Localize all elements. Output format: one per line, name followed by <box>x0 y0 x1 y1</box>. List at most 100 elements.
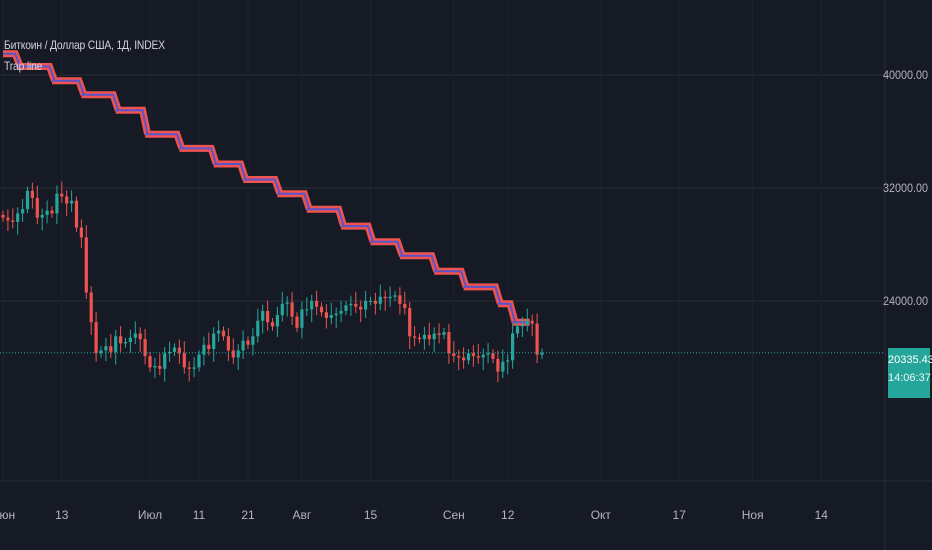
time-tick-label: Авг <box>293 508 312 522</box>
candle-body <box>251 336 255 345</box>
candle-body <box>6 217 10 221</box>
time-tick-label: 15 <box>364 508 378 522</box>
candle-body <box>540 352 544 355</box>
candle-body <box>241 340 245 351</box>
candle-body <box>231 350 235 358</box>
candle-body <box>84 237 88 293</box>
candle-body <box>462 357 466 361</box>
indicator-legend[interactable]: Trap line <box>4 59 43 73</box>
candle-body <box>1 214 5 218</box>
time-tick-label: 13 <box>55 508 69 522</box>
candle-body <box>398 295 402 304</box>
candle-body <box>378 296 382 304</box>
candle-body <box>50 210 54 214</box>
candle-body <box>226 336 230 351</box>
candle-body <box>202 344 206 355</box>
candle-body <box>109 346 113 352</box>
last-price-value: 20335.43 <box>888 354 932 366</box>
time-tick-label: Июн <box>0 508 15 522</box>
candle-body <box>168 351 172 354</box>
candle-body <box>393 295 397 297</box>
candle-body <box>94 322 98 354</box>
candle-body <box>261 310 265 321</box>
candle-body <box>486 353 490 355</box>
candle-body <box>138 333 142 340</box>
candle-body <box>290 302 294 317</box>
candle-body <box>422 334 426 340</box>
bar-countdown: 14:06:37 <box>888 372 931 384</box>
candle-body <box>70 200 74 204</box>
candle-body <box>305 309 309 311</box>
candle-body <box>506 360 510 362</box>
candle-body <box>133 333 137 338</box>
candle-body <box>315 301 319 307</box>
candle-body <box>339 310 343 314</box>
candle-body <box>408 308 412 337</box>
price-tick-label: 40000.00 <box>883 70 928 83</box>
time-tick-label: 17 <box>673 508 687 522</box>
candle-body <box>74 200 79 228</box>
candle-body <box>16 213 20 222</box>
candle-body <box>104 346 108 351</box>
candle-body <box>432 333 436 340</box>
candle-body <box>476 356 480 358</box>
trap-line-layer <box>3 50 530 326</box>
candle-body <box>452 353 456 357</box>
candle-body <box>217 330 221 334</box>
candle-body <box>11 220 15 222</box>
candle-body <box>324 312 328 318</box>
candle-body <box>25 190 30 210</box>
candle-body <box>310 301 314 310</box>
candle-body <box>417 337 422 340</box>
time-tick-label: Июл <box>138 508 162 522</box>
candle-body <box>471 353 475 357</box>
candle-body <box>266 310 270 323</box>
candle-body <box>349 303 353 306</box>
candle-body <box>300 309 304 328</box>
candle-body <box>212 333 216 350</box>
candle-body <box>163 353 167 369</box>
price-tick-label: 24000.00 <box>883 296 928 309</box>
price-axis[interactable]: 40000.00 32000.00 24000.00 <box>883 70 928 309</box>
candle-body <box>383 296 387 299</box>
candle-body <box>30 190 34 198</box>
candle-body <box>403 303 407 309</box>
candle-body <box>256 320 260 337</box>
candle-body <box>491 353 495 359</box>
candle-body <box>35 197 39 218</box>
candle-body <box>119 336 123 344</box>
candle-body <box>60 193 64 197</box>
candle-body <box>368 301 373 302</box>
candle-body <box>172 347 177 352</box>
candle-body <box>207 344 211 350</box>
candle-body <box>270 322 275 327</box>
candle-body <box>55 193 59 214</box>
candle-body <box>457 356 461 358</box>
candle-body <box>364 301 368 310</box>
symbol-title[interactable]: Биткоин / Доллар США, 1Д, INDEX <box>4 38 165 52</box>
candle-body <box>520 325 524 327</box>
candle-body <box>427 334 431 340</box>
time-tick-label: Ноя <box>742 508 764 522</box>
candle-body <box>177 347 181 354</box>
candle-body <box>530 320 534 324</box>
candle-body <box>525 320 529 326</box>
candle-body <box>182 353 186 368</box>
candle-body <box>354 303 358 307</box>
candle-body <box>442 332 446 335</box>
candle-body <box>40 214 44 218</box>
candle-body <box>329 315 333 318</box>
time-axis[interactable]: Июн 13 Июл 11 21 Авг 15 Сен 12 Окт 17 Ноя 14 <box>0 508 828 522</box>
time-tick-label: Сен <box>443 508 465 522</box>
candle-body <box>501 361 505 372</box>
candle-body <box>334 313 338 316</box>
candle-body <box>236 350 240 358</box>
candle-body <box>285 302 289 304</box>
candle-body <box>359 306 363 310</box>
candle-body <box>99 350 103 354</box>
candle-body <box>246 340 250 345</box>
time-tick-label: 14 <box>815 508 829 522</box>
candle-body <box>65 196 69 204</box>
candle-body <box>114 336 118 352</box>
